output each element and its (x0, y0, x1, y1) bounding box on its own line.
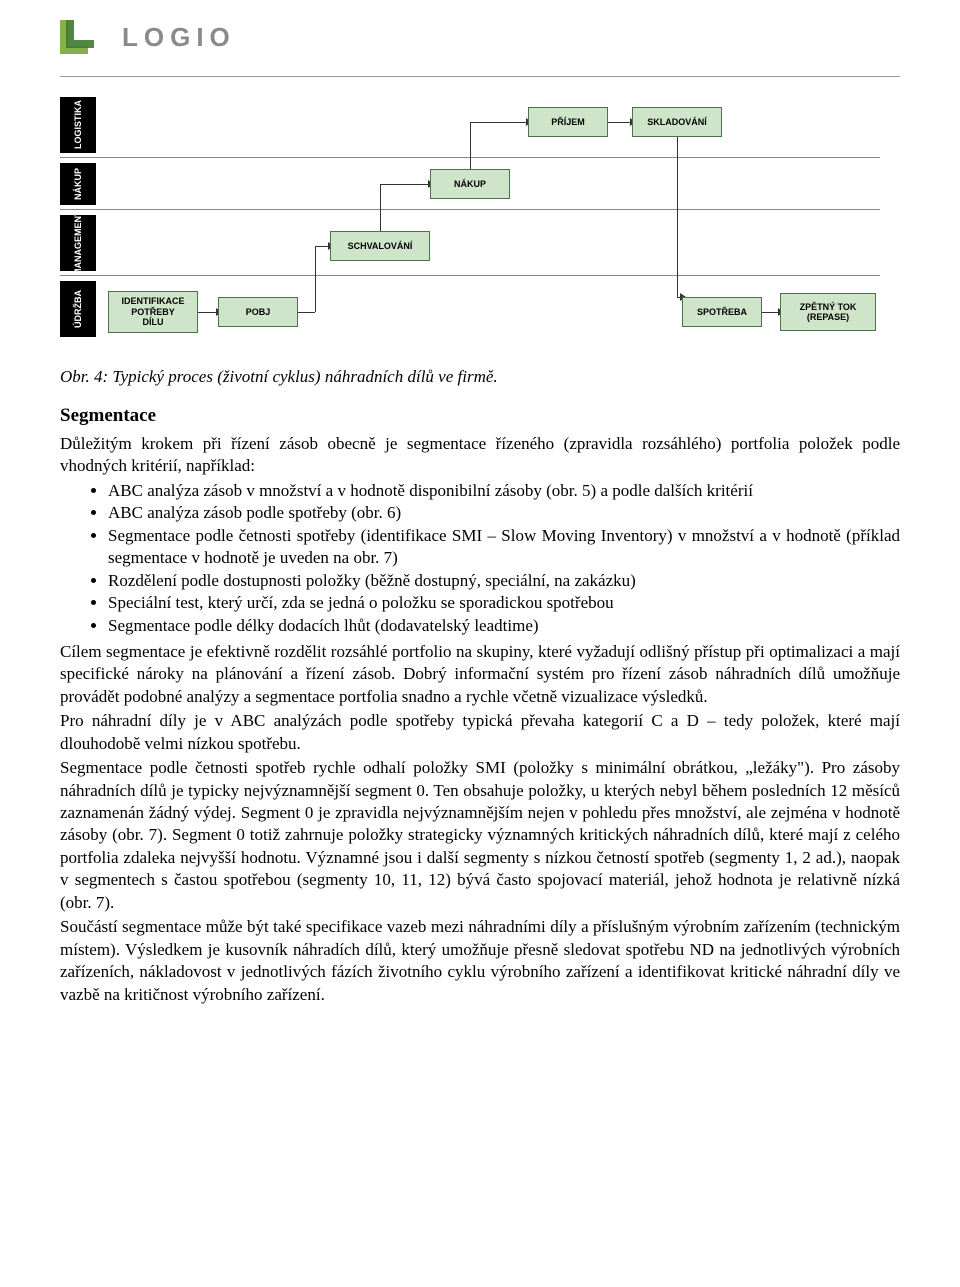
connector (677, 137, 679, 297)
lane-label-management: MANAGEMENT (60, 215, 96, 271)
node-ident: IDENTIFIKACEPOTŘEBYDÍLU (108, 291, 198, 333)
page-header: LOGIO (60, 10, 900, 77)
lane-label-logistika: LOGISTIKA (60, 97, 96, 153)
connector (298, 312, 315, 314)
connector (470, 122, 528, 124)
logo-text: LOGIO (122, 22, 236, 53)
figure-caption: Obr. 4: Typický proces (životní cyklus) … (60, 367, 900, 387)
list-item: Speciální test, který určí, zda se jedná… (108, 592, 900, 614)
connector (315, 246, 317, 312)
section-title: Segmentace (60, 405, 900, 427)
node-prijem: PŘÍJEM (528, 107, 608, 137)
lane-label-udrzba: ÚDRŽBA (60, 281, 96, 337)
connector (608, 122, 632, 124)
list-item: ABC analýza zásob v množství a v hodnotě… (108, 480, 900, 502)
node-spotr: SPOTŘEBA (682, 297, 762, 327)
logo-mark-icon (60, 16, 102, 58)
list-item: Rozdělení podle dostupnosti položky (běž… (108, 570, 900, 592)
connector (470, 122, 472, 169)
paragraph-4: Součástí segmentace může být také specif… (60, 916, 900, 1006)
connector (198, 312, 218, 314)
paragraph-1: Cílem segmentace je efektivně rozdělit r… (60, 641, 900, 708)
node-zpet: ZPĚTNÝ TOK(REPASE) (780, 293, 876, 331)
connector (380, 184, 382, 231)
paragraph-3: Segmentace podle četnosti spotřeb rychle… (60, 757, 900, 914)
lane-separator (60, 275, 880, 276)
connector (380, 184, 430, 186)
lane-label-nakup: NÁKUP (60, 163, 96, 205)
bullet-list: ABC analýza zásob v množství a v hodnotě… (60, 480, 900, 637)
paragraph-2: Pro náhradní díly je v ABC analýzách pod… (60, 710, 900, 755)
node-pobj: POBJ (218, 297, 298, 327)
list-item: Segmentace podle četnosti spotřeby (iden… (108, 525, 900, 570)
node-schval: SCHVALOVÁNÍ (330, 231, 430, 261)
list-item: ABC analýza zásob podle spotřeby (obr. 6… (108, 502, 900, 524)
process-diagram: LOGISTIKA NÁKUP MANAGEMENT ÚDRŽBA IDENTIFIKA… (60, 97, 880, 357)
intro-paragraph: Důležitým krokem při řízení zásob obecně… (60, 433, 900, 478)
node-sklad: SKLADOVÁNÍ (632, 107, 722, 137)
lane-separator (60, 209, 880, 210)
node-nakup2: NÁKUP (430, 169, 510, 199)
list-item: Segmentace podle délky dodacích lhůt (do… (108, 615, 900, 637)
